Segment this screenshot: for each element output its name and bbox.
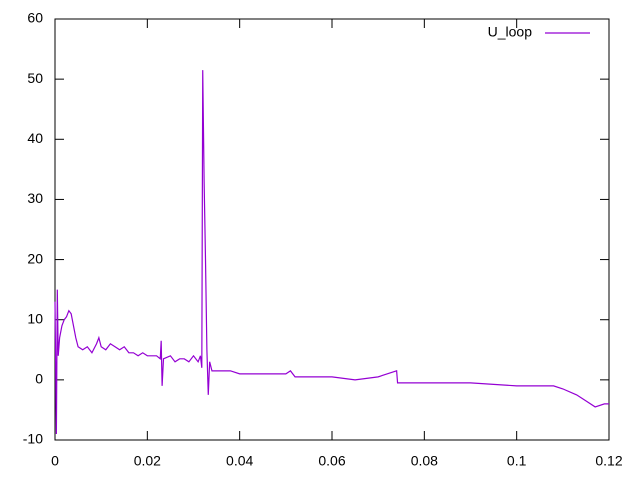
y-tick-label: 40: [27, 130, 43, 146]
y-tick-label: 30: [27, 190, 43, 206]
x-tick-label: 0.1: [507, 453, 527, 469]
data-line: [54, 70, 609, 434]
x-tick-label: 0.04: [226, 453, 253, 469]
y-tick-label: 0: [35, 371, 43, 387]
x-tick-label: 0: [51, 453, 59, 469]
x-tick-label: 0.08: [411, 453, 438, 469]
x-tick-label: 0.06: [318, 453, 345, 469]
y-tick-label: 50: [27, 70, 43, 86]
y-tick-label: 20: [27, 250, 43, 266]
y-tick-label: 60: [27, 10, 43, 26]
plot-border: [54, 18, 610, 441]
y-tick-label: -10: [23, 431, 43, 447]
x-tick-label: 0.02: [134, 453, 161, 469]
x-tick-label: 0.12: [595, 453, 622, 469]
y-tick-label: 10: [27, 310, 43, 326]
legend-label: U_loop: [488, 24, 533, 40]
